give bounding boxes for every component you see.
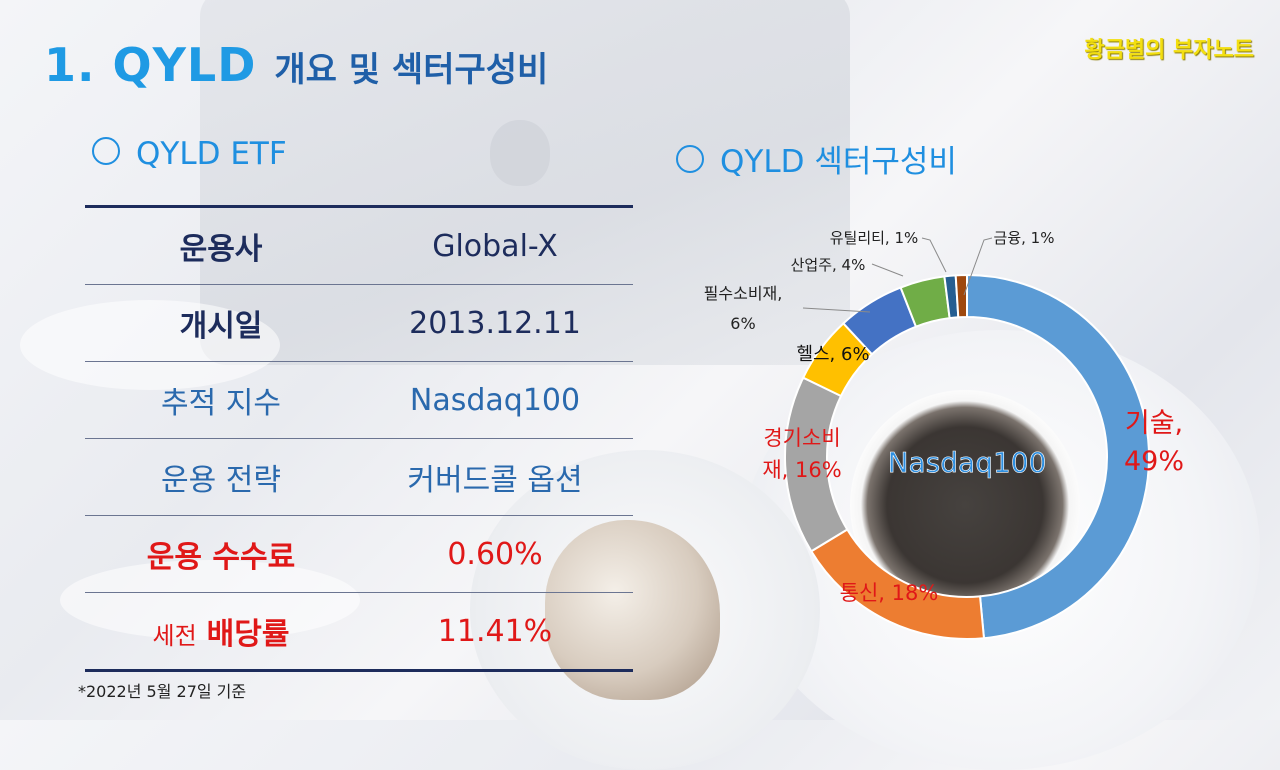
slice-label-line: 경기소비 [763, 426, 840, 450]
row-label: 운용 전략 [85, 438, 357, 516]
slice-label-line: 재, 16% [762, 458, 841, 482]
leader-line [963, 237, 993, 296]
etf-info-table: 운용사 Global-X 개시일 2013.12.11 추적 지수 Nasdaq… [85, 205, 633, 672]
circle-bullet-icon [676, 145, 704, 173]
slice-label-line: 필수소비재, [704, 284, 783, 303]
slice-label-line: 금융, 1% [994, 229, 1055, 247]
slice-label: 기술, 49% [1124, 408, 1184, 477]
sector-section-heading-text: QYLD 섹터구성비 [720, 144, 957, 180]
row-label-prefix: 세전 [152, 622, 197, 650]
watermark: 황금별의 부자노트 [1084, 38, 1254, 63]
slice-label-line: 헬스, 6% [796, 344, 869, 365]
leader-line [871, 263, 904, 277]
table-row: 운용 전략 커버드콜 옵션 [85, 438, 633, 516]
row-value: 커버드콜 옵션 [357, 438, 633, 516]
row-value: 0.60% [357, 515, 633, 593]
row-label-main: 배당률 [206, 617, 290, 652]
donut-slice [954, 273, 968, 319]
slice-label: 유틸리티, 1% [830, 229, 919, 247]
leader-line [802, 307, 871, 313]
row-label: 추적 지수 [85, 361, 357, 439]
page-title: 1. QYLD 개요 및 섹터구성비 [44, 38, 548, 92]
row-label: 개시일 [85, 284, 357, 362]
page-title-sub: 개요 및 섹터구성비 [274, 50, 549, 90]
slice-label: 통신, 18% [840, 581, 939, 605]
table-row: 개시일 2013.12.11 [85, 284, 633, 362]
apple-logo-icon [490, 120, 550, 186]
footnote: *2022년 5월 27일 기준 [78, 682, 247, 701]
slice-label: 산업주, 4% [791, 256, 866, 274]
slice-label-line: 기술, [1125, 408, 1183, 439]
slice-label-line: 산업주, 4% [791, 256, 866, 274]
donut-slices [784, 273, 1150, 640]
etf-section-heading: QYLD ETF [92, 136, 287, 172]
page-title-main: 1. QYLD [44, 38, 257, 92]
etf-section-heading-text: QYLD ETF [136, 136, 287, 172]
circle-bullet-icon [92, 137, 120, 165]
row-label: 운용 수수료 [85, 515, 357, 593]
slice-label-line: 유틸리티, 1% [830, 229, 919, 247]
slice-label-line: 6% [730, 314, 755, 333]
row-value: 2013.12.11 [357, 284, 633, 362]
leader-line [921, 237, 947, 273]
donut-slice [966, 273, 1150, 640]
row-label: 세전 배당률 [85, 593, 357, 671]
slice-label: 헬스, 6% [796, 344, 869, 365]
slice-label-line: 통신, 18% [840, 581, 939, 605]
row-value: Nasdaq100 [357, 361, 633, 439]
sector-section-heading: QYLD 섹터구성비 [676, 136, 957, 181]
table-row: 세전 배당률 11.41% [85, 593, 633, 671]
center-label: Nasdaq100 [888, 446, 1047, 479]
slice-label: 필수소비재, 6% [704, 284, 783, 333]
table-row: 추적 지수 Nasdaq100 [85, 361, 633, 439]
label-leader-lines [802, 237, 993, 313]
table-row: 운용 수수료 0.60% [85, 515, 633, 593]
slice-label: 금융, 1% [994, 229, 1055, 247]
row-label: 운용사 [85, 206, 357, 285]
table-row: 운용사 Global-X [85, 206, 633, 285]
slice-label-line: 49% [1124, 446, 1184, 477]
row-value: Global-X [357, 206, 633, 285]
row-value: 11.41% [437, 613, 553, 649]
